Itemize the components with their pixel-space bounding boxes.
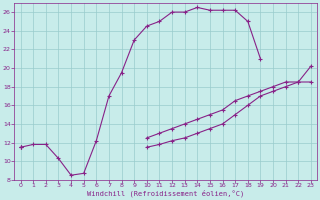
X-axis label: Windchill (Refroidissement éolien,°C): Windchill (Refroidissement éolien,°C)	[87, 190, 244, 197]
